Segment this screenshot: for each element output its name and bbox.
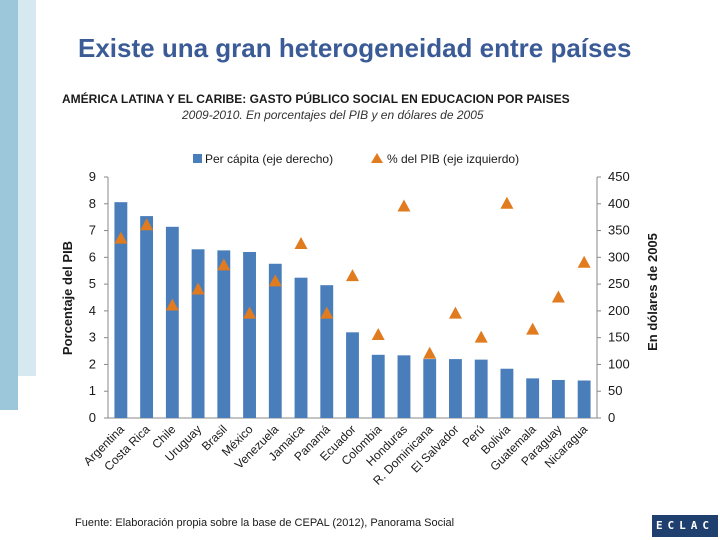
right-tick-label: 250: [608, 276, 630, 291]
left-tick-label: 7: [89, 223, 96, 238]
bar: [191, 249, 205, 418]
bar: [140, 216, 154, 418]
pib-marker: [397, 199, 411, 212]
pib-marker: [191, 282, 205, 295]
bar: [294, 277, 308, 418]
left-tick-label: 6: [89, 249, 96, 264]
pib-marker: [294, 236, 308, 249]
right-tick-label: 350: [608, 223, 630, 238]
bar: [397, 355, 411, 418]
pib-marker: [448, 306, 462, 319]
pib-marker: [474, 330, 488, 343]
chart-title: AMÉRICA LATINA Y EL CARIBE: GASTO PÚBLIC…: [62, 92, 570, 106]
pib-marker: [114, 231, 128, 244]
legend-marker-swatch: [371, 153, 383, 163]
decorative-band-outer: [0, 0, 18, 410]
bar: [346, 332, 359, 418]
legend-bar-label: Per cápita (eje derecho): [205, 152, 333, 166]
right-tick-label: 400: [608, 196, 630, 211]
bar: [449, 359, 462, 418]
pib-marker: [320, 306, 334, 319]
pib-markers: [114, 196, 591, 359]
pib-marker: [577, 255, 591, 268]
left-tick-label: 4: [89, 303, 96, 318]
chart-legend: Per cápita (eje derecho) % del PIB (eje …: [193, 152, 519, 166]
source-note: Fuente: Elaboración propia sobre la base…: [75, 517, 455, 529]
bar: [114, 202, 128, 418]
pib-marker: [551, 290, 565, 303]
pib-marker: [526, 322, 540, 335]
right-tick-label: 150: [608, 330, 630, 345]
slide-title: Existe una gran heterogeneidad entre paí…: [78, 33, 632, 63]
right-tick-label: 300: [608, 249, 630, 264]
per-capita-bars: [114, 202, 591, 418]
decorative-band-inner: [18, 0, 36, 376]
chart-subtitle: 2009-2010. En porcentajes del PIB y en d…: [182, 108, 484, 122]
left-tick-label: 5: [89, 276, 96, 291]
pib-marker: [346, 269, 359, 282]
legend-marker-label: % del PIB (eje izquierdo): [387, 152, 519, 166]
bar: [217, 250, 231, 418]
bar: [165, 226, 179, 418]
left-tick-label: 2: [89, 356, 96, 371]
right-tick-label: 100: [608, 356, 630, 371]
bar: [320, 285, 334, 418]
bar: [526, 378, 540, 418]
left-tick-label: 3: [89, 330, 96, 345]
bar: [243, 251, 256, 418]
pib-marker: [423, 346, 437, 359]
left-tick-label: 1: [89, 383, 96, 398]
left-tick-label: 9: [89, 169, 96, 184]
bar: [474, 359, 488, 418]
bar: [371, 354, 385, 418]
pib-marker: [371, 327, 385, 340]
bar: [268, 263, 282, 418]
pib-marker: [500, 196, 514, 209]
bar: [500, 368, 514, 418]
right-tick-label: 0: [608, 410, 615, 425]
y-axis-left-title: Porcentaje del PIB: [60, 241, 75, 355]
right-tick-label: 200: [608, 303, 630, 318]
left-tick-label: 0: [89, 410, 96, 425]
pib-marker: [243, 306, 257, 319]
bar: [577, 380, 591, 418]
left-tick-label: 8: [89, 196, 96, 211]
left-axis-ticks: 0 1 2 3 4 5 6 7 8 9: [89, 169, 108, 425]
pib-marker: [165, 298, 179, 311]
y-axis-right-title: En dólares de 2005: [645, 233, 660, 351]
eclac-logo: ECLAC: [652, 515, 718, 537]
pib-marker: [140, 218, 154, 231]
pib-marker: [217, 258, 231, 271]
legend-bar-swatch: [193, 154, 202, 163]
bar: [551, 379, 565, 418]
right-tick-label: 450: [608, 169, 630, 184]
bar: [423, 359, 437, 418]
right-tick-label: 50: [608, 383, 622, 398]
right-axis-ticks: 0 50 100 150 200 250 300 350 400 450: [597, 169, 630, 425]
pib-marker: [268, 274, 282, 287]
